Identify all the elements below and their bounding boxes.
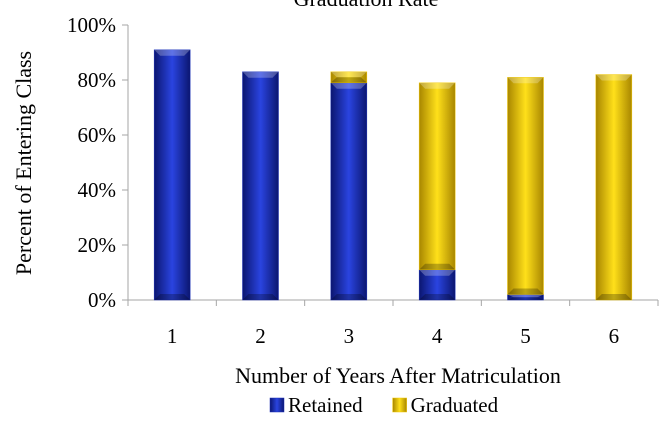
plot-area: 0% 20% 40% 60% 80% 100% 1 2 3 4 5 6 [67, 13, 659, 348]
y-tick-label: 20% [78, 233, 117, 257]
legend-item-graduated: Graduated [392, 393, 499, 417]
bar-bottom-bevel [595, 294, 632, 300]
bar-bottom-bevel [242, 294, 279, 300]
bar-body [330, 71, 368, 83]
bar-body [330, 82, 368, 301]
bar-graduated-3 [330, 71, 368, 83]
bar-top-bevel [154, 49, 191, 56]
bar-graduated-6 [595, 74, 633, 301]
bar-graduated-4 [418, 82, 456, 270]
y-tick-label: 80% [78, 68, 117, 92]
bar-top-bevel [595, 74, 632, 81]
x-tick-label: 4 [432, 324, 443, 348]
bar-top-bevel [330, 71, 367, 78]
bar-body [507, 77, 544, 295]
y-tick-label: 60% [78, 123, 117, 147]
bar-top-bevel [419, 269, 456, 276]
bar-bottom-bevel [330, 77, 367, 83]
x-tick-label: 2 [255, 324, 266, 348]
chart-title: Graduation Rate [294, 0, 439, 11]
bar-retained-5 [507, 294, 544, 301]
bar-retained-1 [153, 49, 191, 301]
x-tick-label: 6 [609, 324, 620, 348]
y-axis-label: Percent of Entering Class [11, 51, 36, 275]
legend-label: Graduated [411, 393, 499, 417]
legend-label: Retained [288, 393, 363, 417]
bar-top-bevel [330, 82, 367, 89]
x-tick-label: 5 [520, 324, 531, 348]
bar-top-bevel [419, 82, 456, 89]
bar-retained-3 [330, 82, 368, 301]
bar-retained-2 [242, 71, 279, 301]
bar-top-bevel [242, 71, 279, 78]
bar-bottom-bevel [419, 294, 456, 300]
bar-graduated-5 [507, 77, 544, 295]
y-tick-label: 40% [78, 178, 117, 202]
x-tick-label: 3 [344, 324, 355, 348]
y-tick-label: 0% [88, 288, 116, 312]
bar-top-bevel [507, 77, 544, 84]
bar-retained-4 [418, 269, 456, 301]
bar-bottom-bevel [507, 288, 544, 295]
legend-swatch [269, 397, 285, 413]
bar-bottom-bevel [507, 297, 544, 300]
bar-body [242, 71, 279, 301]
x-axis-label: Number of Years After Matriculation [235, 363, 561, 388]
legend: Retained Graduated [269, 393, 499, 417]
bar-body [595, 74, 633, 301]
bar-body [418, 82, 456, 270]
legend-item-retained: Retained [269, 393, 363, 417]
bar-bottom-bevel [419, 263, 456, 270]
bar-body [153, 49, 191, 301]
x-tick-label: 1 [167, 324, 178, 348]
y-tick-label: 100% [67, 13, 116, 37]
bar-bottom-bevel [330, 294, 367, 300]
bar-top-bevel [507, 294, 544, 298]
bar-body [418, 269, 456, 301]
legend-swatch [392, 397, 407, 413]
bar-bottom-bevel [154, 294, 191, 300]
